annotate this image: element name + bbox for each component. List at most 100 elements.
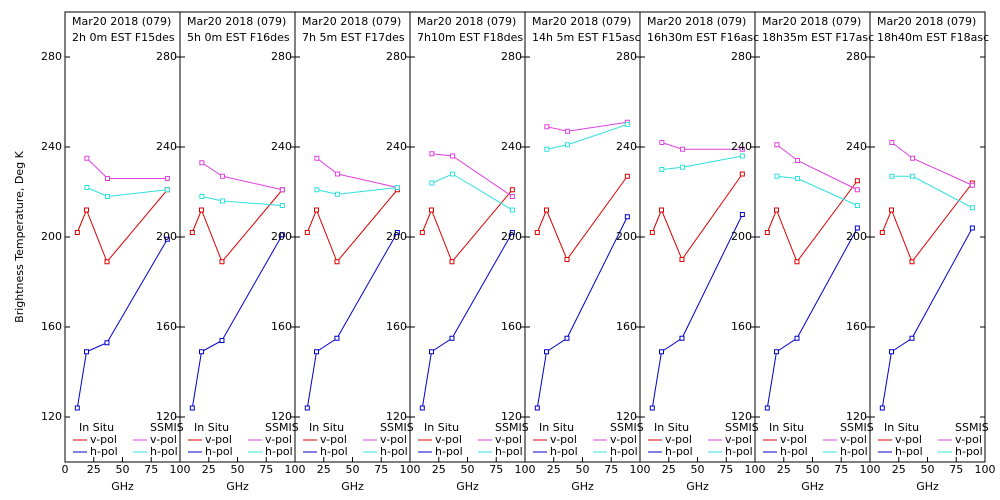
x-tick-label: 100 — [285, 463, 306, 476]
legend-label: v-pol — [205, 433, 232, 446]
point — [105, 176, 111, 181]
point — [794, 259, 800, 265]
x-tick-label: 50 — [576, 463, 590, 476]
legend-label: h-pol — [205, 445, 233, 458]
y-tick-label: 240 — [501, 140, 522, 153]
point — [680, 146, 686, 152]
x-tick-label: 100 — [515, 463, 536, 476]
series-line — [881, 227, 973, 409]
y-tick-label: 280 — [156, 50, 177, 63]
legend-group: In Situ — [884, 421, 919, 434]
point — [314, 187, 320, 193]
panel-subtitle: 7h10m EST F18des — [417, 31, 523, 44]
x-tick-label: 75 — [489, 463, 503, 476]
x-tick-label: 75 — [259, 463, 273, 476]
panel-title: Mar20 2018 (079) — [417, 15, 516, 28]
y-tick-label: 280 — [846, 50, 867, 63]
point — [909, 335, 915, 341]
series-line — [651, 214, 743, 409]
point — [649, 405, 655, 411]
point — [680, 164, 686, 170]
panel-subtitle: 14h 5m EST F15asc — [532, 31, 641, 44]
legend-group: SSMIS — [840, 421, 874, 434]
y-tick-label: 120 — [616, 410, 637, 423]
y-tick-label: 200 — [156, 230, 177, 243]
x-tick-label: 25 — [432, 463, 446, 476]
point — [774, 173, 780, 179]
legend-label: h-pol — [495, 445, 523, 458]
y-tick-label: 160 — [386, 320, 407, 333]
point — [739, 153, 745, 159]
x-tick-label: 100 — [630, 463, 651, 476]
series-line — [536, 216, 628, 409]
x-tick-label: 50 — [231, 463, 245, 476]
y-tick-label: 120 — [271, 410, 292, 423]
x-tick-label: 100 — [745, 463, 766, 476]
point — [624, 214, 630, 220]
legend-label: v-pol — [380, 433, 407, 446]
point — [659, 140, 665, 145]
legend-label: v-pol — [265, 433, 292, 446]
legend-label: v-pol — [435, 433, 462, 446]
point — [889, 207, 895, 213]
point — [314, 349, 320, 355]
series-line — [306, 232, 398, 409]
panel-title: Mar20 2018 (079) — [877, 15, 976, 28]
point — [334, 335, 340, 341]
point — [565, 142, 571, 148]
legend-label: v-pol — [150, 433, 177, 446]
point — [544, 124, 550, 130]
series-line — [201, 162, 283, 191]
point — [219, 259, 225, 265]
y-tick-label: 120 — [156, 410, 177, 423]
series-line — [201, 196, 283, 206]
point — [84, 185, 90, 190]
point — [199, 207, 205, 213]
point — [509, 230, 515, 235]
x-axis-label: GHz — [456, 480, 479, 493]
legend-label: h-pol — [320, 445, 348, 458]
point — [854, 225, 860, 231]
point — [279, 187, 285, 193]
point — [429, 180, 435, 186]
y-tick-label: 160 — [271, 320, 292, 333]
panel-title: Mar20 2018 (079) — [532, 15, 631, 28]
point — [910, 155, 916, 161]
point — [534, 230, 540, 235]
x-tick-label: 50 — [806, 463, 820, 476]
legend-group: In Situ — [654, 421, 689, 434]
point — [314, 155, 320, 161]
point — [649, 230, 655, 235]
y-tick-label: 200 — [616, 230, 637, 243]
legend-label: h-pol — [895, 445, 923, 458]
y-tick-label: 240 — [156, 140, 177, 153]
legend-label: v-pol — [955, 433, 982, 446]
x-tick-label: 50 — [921, 463, 935, 476]
x-tick-label: 75 — [719, 463, 733, 476]
point — [164, 236, 170, 242]
y-tick-label: 280 — [501, 50, 522, 63]
point — [544, 349, 550, 355]
point — [889, 140, 895, 145]
point — [969, 225, 975, 231]
series-line — [891, 175, 973, 209]
x-axis-label: GHz — [571, 480, 594, 493]
point — [509, 187, 515, 193]
y-tick-label: 160 — [616, 320, 637, 333]
point — [84, 155, 90, 161]
legend-label: v-pol — [665, 433, 692, 446]
legend-label: h-pol — [435, 445, 463, 458]
x-tick-label: 50 — [461, 463, 475, 476]
panel-title: Mar20 2018 (079) — [72, 15, 171, 28]
point — [304, 230, 310, 235]
point — [879, 230, 885, 235]
legend-label: v-pol — [895, 433, 922, 446]
point — [335, 171, 341, 177]
point — [314, 207, 320, 213]
legend-label: h-pol — [380, 445, 408, 458]
point — [889, 173, 895, 179]
x-tick-label: 75 — [144, 463, 158, 476]
series-line — [766, 180, 858, 263]
series-line — [536, 175, 628, 261]
